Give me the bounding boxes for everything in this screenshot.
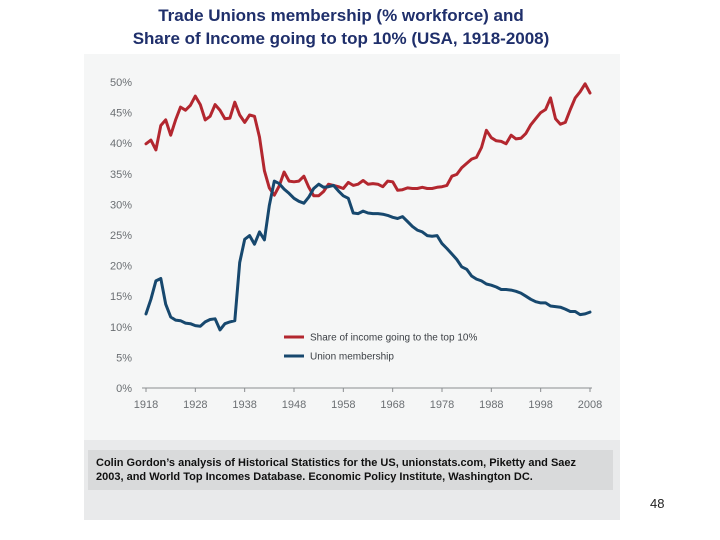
- chart-title: Trade Unions membership (% workforce) an…: [0, 4, 682, 50]
- legend-label: Share of income going to the top 10%: [310, 333, 477, 344]
- title-line-1: Trade Unions membership (% workforce) an…: [158, 6, 524, 25]
- x-tick-label: 1948: [282, 399, 306, 411]
- x-tick-label: 1968: [380, 399, 404, 411]
- title-line-2: Share of Income going to top 10% (USA, 1…: [132, 29, 550, 48]
- y-tick-label: 35%: [110, 169, 132, 181]
- page-number: 48: [650, 496, 665, 511]
- x-tick-label: 1978: [430, 399, 454, 411]
- x-tick-label: 1938: [232, 399, 256, 411]
- x-tick-label: 1958: [331, 399, 355, 411]
- y-tick-label: 25%: [110, 230, 132, 242]
- y-tick-label: 20%: [110, 261, 132, 273]
- y-tick-label: 40%: [110, 138, 132, 150]
- plot-area-background: [84, 54, 620, 440]
- x-tick-label: 1918: [134, 399, 158, 411]
- series-line-union-membership: [144, 179, 592, 332]
- x-tick-label: 1988: [479, 399, 503, 411]
- y-tick-label: 15%: [110, 291, 132, 303]
- legend-label: Union membership: [310, 352, 394, 363]
- x-tick-label: 1928: [183, 399, 207, 411]
- line-chart: 0% 5% 10% 15% 20% 25% 30% 35% 40% 45% 50% 1918 1928 1…: [110, 77, 602, 411]
- y-tick-label: 5%: [116, 352, 132, 364]
- source-note: Colin Gordon’s analysis of Historical St…: [88, 450, 613, 490]
- x-tick-label: 2008: [578, 399, 602, 411]
- x-tick-label: 1998: [528, 399, 552, 411]
- y-tick-label: 50%: [110, 77, 132, 89]
- y-tick-label: 30%: [110, 199, 132, 211]
- y-tick-label: 0%: [116, 383, 132, 395]
- y-tick-label: 45%: [110, 108, 132, 120]
- series-line-top10-income: [144, 82, 592, 198]
- y-tick-label: 10%: [110, 322, 132, 334]
